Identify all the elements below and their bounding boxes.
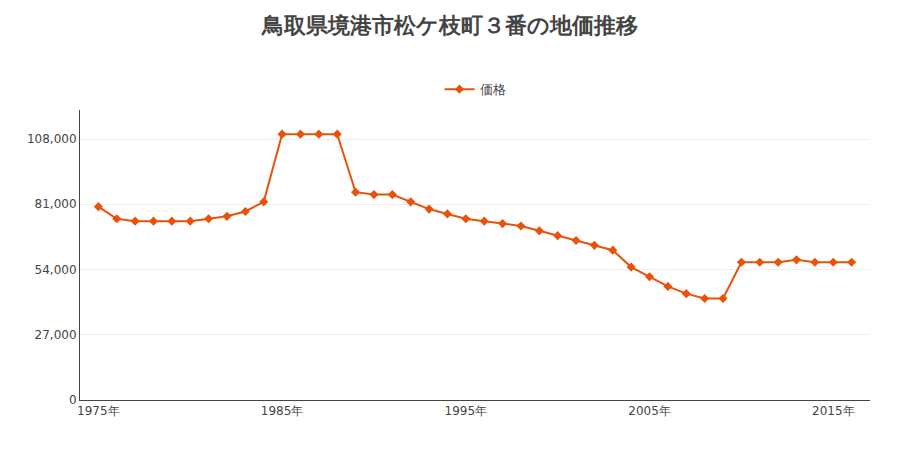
svg-text:81,000: 81,000: [35, 197, 77, 211]
svg-text:2005年: 2005年: [628, 404, 671, 418]
svg-text:54,000: 54,000: [35, 263, 77, 277]
svg-text:27,000: 27,000: [35, 328, 77, 342]
svg-text:1975年: 1975年: [77, 404, 120, 418]
svg-text:2015年: 2015年: [812, 404, 855, 418]
svg-text:1985年: 1985年: [261, 404, 304, 418]
svg-text:価格: 価格: [480, 82, 506, 97]
svg-text:鳥取県境港市松ケ枝町３番の地価推移: 鳥取県境港市松ケ枝町３番の地価推移: [261, 13, 638, 38]
svg-text:0: 0: [69, 393, 77, 407]
svg-text:1995年: 1995年: [445, 404, 488, 418]
svg-text:108,000: 108,000: [27, 132, 77, 146]
